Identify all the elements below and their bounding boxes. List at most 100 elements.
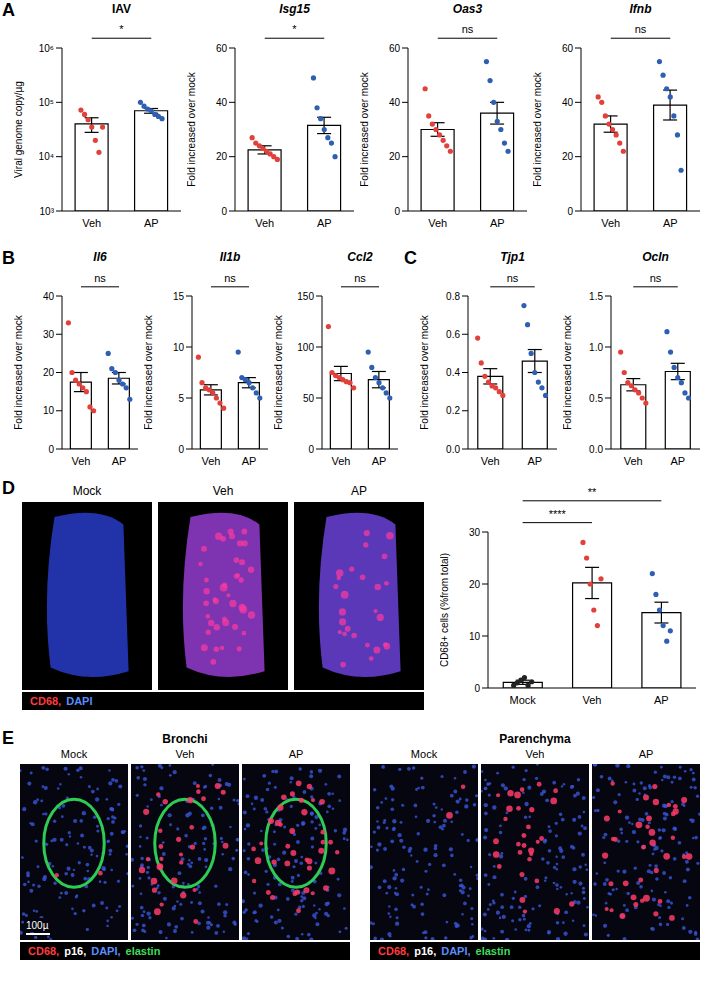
svg-text:15: 15 <box>173 291 185 302</box>
svg-text:AP: AP <box>663 217 678 229</box>
svg-text:0: 0 <box>567 206 573 217</box>
html-text:Veh: Veh <box>212 484 234 498</box>
svg-text:Veh: Veh <box>82 217 101 229</box>
svg-text:0.5: 0.5 <box>589 393 603 404</box>
svg-text:10: 10 <box>173 342 185 353</box>
svg-text:10: 10 <box>43 405 55 416</box>
svg-text:30: 30 <box>469 527 481 538</box>
html-text:Tjp1: Tjp1 <box>500 250 525 264</box>
svg-text:**: ** <box>588 486 597 498</box>
html-text:Il6: Il6 <box>93 250 107 264</box>
html-text:IAV: IAV <box>111 2 132 16</box>
html-text:A: A <box>2 0 15 20</box>
svg-text:Veh: Veh <box>72 455 91 467</box>
svg-text:****: **** <box>549 508 567 520</box>
svg-text:AP: AP <box>527 455 542 467</box>
svg-text:Fold increased over mock: Fold increased over mock <box>420 314 430 429</box>
svg-text:40: 40 <box>43 291 55 302</box>
svg-text:0: 0 <box>48 444 54 455</box>
svg-text:AP: AP <box>372 455 387 467</box>
svg-text:CD68+ cells (%from total): CD68+ cells (%from total) <box>440 553 450 667</box>
html-text:Ccl2: Ccl2 <box>347 250 373 264</box>
svg-text:100µ: 100µ <box>26 920 49 931</box>
svg-text:10⁴: 10⁴ <box>39 151 54 162</box>
svg-text:0: 0 <box>178 444 184 455</box>
svg-text:Veh: Veh <box>255 217 274 229</box>
html-text:Mock: Mock <box>72 484 102 498</box>
svg-text:Veh: Veh <box>601 217 620 229</box>
svg-text:Fold increased over mock: Fold increased over mock <box>14 314 24 429</box>
svg-text:Veh: Veh <box>583 694 602 706</box>
svg-text:30: 30 <box>43 329 55 340</box>
svg-text:0: 0 <box>394 206 400 217</box>
svg-text:ns: ns <box>635 23 647 35</box>
svg-text:10⁶: 10⁶ <box>39 43 54 54</box>
html-text:Ifnb: Ifnb <box>629 2 652 16</box>
svg-text:ns: ns <box>224 272 236 284</box>
svg-text:20: 20 <box>43 367 55 378</box>
svg-text:20: 20 <box>216 151 228 162</box>
svg-text:40: 40 <box>389 97 401 108</box>
svg-text:ns: ns <box>462 23 474 35</box>
svg-text:*: * <box>119 23 124 35</box>
svg-text:Fold increased over mock: Fold increased over mock <box>187 71 197 186</box>
svg-text:10³: 10³ <box>40 206 55 217</box>
svg-text:40: 40 <box>562 97 574 108</box>
svg-text:0.4: 0.4 <box>446 367 460 378</box>
svg-text:20: 20 <box>389 151 401 162</box>
svg-text:Veh: Veh <box>428 217 447 229</box>
html-text:Isg15: Isg15 <box>279 2 310 16</box>
svg-text:5: 5 <box>178 393 184 404</box>
svg-text:10⁵: 10⁵ <box>39 97 54 108</box>
svg-text:0.2: 0.2 <box>446 405 460 416</box>
svg-text:60: 60 <box>562 43 574 54</box>
svg-text:10: 10 <box>469 631 481 642</box>
svg-text:Veh: Veh <box>481 455 500 467</box>
svg-text:1.5: 1.5 <box>589 291 603 302</box>
svg-text:AP: AP <box>670 455 685 467</box>
svg-text:AP: AP <box>654 694 669 706</box>
svg-text:50: 50 <box>303 393 315 404</box>
svg-text:1.0: 1.0 <box>589 342 603 353</box>
svg-text:Fold increased over mock: Fold increased over mock <box>360 71 370 186</box>
svg-text:0.0: 0.0 <box>446 444 460 455</box>
svg-text:*: * <box>292 23 297 35</box>
svg-text:AP: AP <box>112 455 127 467</box>
svg-text:ns: ns <box>650 272 662 284</box>
svg-text:0.8: 0.8 <box>446 291 460 302</box>
svg-text:0.0: 0.0 <box>589 444 603 455</box>
svg-text:Mock: Mock <box>510 694 537 706</box>
svg-text:Viral genome copy/µg: Viral genome copy/µg <box>14 81 24 178</box>
svg-text:100: 100 <box>297 342 314 353</box>
svg-text:Fold increased over mock: Fold increased over mock <box>144 314 154 429</box>
html-text:AP: AP <box>351 484 367 498</box>
svg-text:ns: ns <box>507 272 519 284</box>
svg-text:Veh: Veh <box>624 455 643 467</box>
svg-text:AP: AP <box>242 455 257 467</box>
svg-text:AP: AP <box>317 217 332 229</box>
html-text:Il1b: Il1b <box>219 250 241 264</box>
svg-text:0: 0 <box>221 206 227 217</box>
svg-text:0.6: 0.6 <box>446 329 460 340</box>
svg-text:0: 0 <box>474 683 480 694</box>
svg-text:150: 150 <box>297 291 314 302</box>
svg-text:Veh: Veh <box>202 455 221 467</box>
html-text:Parenchyma: Parenchyma <box>499 732 571 746</box>
svg-text:40: 40 <box>216 97 228 108</box>
svg-text:60: 60 <box>389 43 401 54</box>
svg-text:0: 0 <box>308 444 314 455</box>
svg-text:Fold increased over mock: Fold increased over mock <box>563 314 573 429</box>
svg-text:ns: ns <box>354 272 366 284</box>
svg-text:Fold increased over mock: Fold increased over mock <box>274 314 284 429</box>
svg-text:AP: AP <box>490 217 505 229</box>
html-text:Bronchi: Bronchi <box>162 732 208 746</box>
svg-text:AP: AP <box>144 217 159 229</box>
svg-text:20: 20 <box>469 579 481 590</box>
svg-text:60: 60 <box>216 43 228 54</box>
html-text:Oas3: Oas3 <box>452 2 483 16</box>
svg-text:Fold increased over mock: Fold increased over mock <box>533 71 543 186</box>
svg-text:Veh: Veh <box>332 455 351 467</box>
html-text:Ocln: Ocln <box>642 250 669 264</box>
svg-text:20: 20 <box>562 151 574 162</box>
svg-text:ns: ns <box>94 272 106 284</box>
